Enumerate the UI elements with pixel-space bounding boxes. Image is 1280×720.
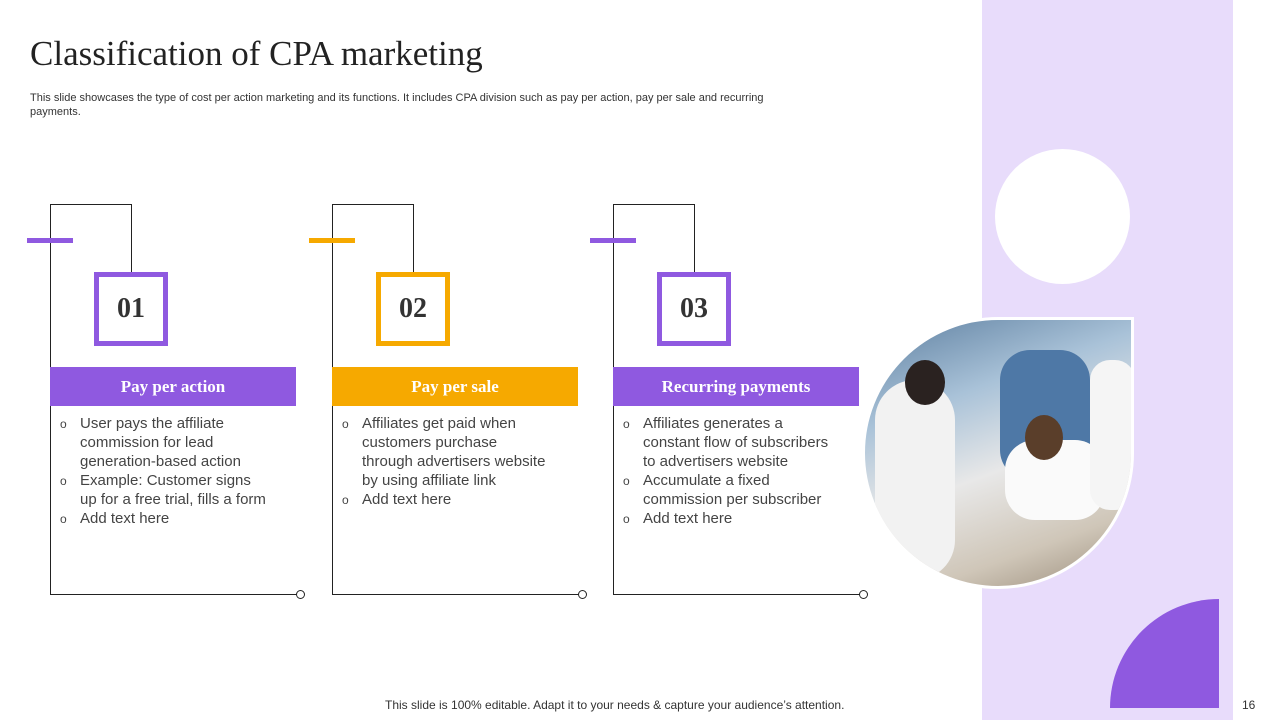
decorative-circle: [995, 149, 1130, 284]
step-number: 01: [94, 272, 168, 346]
bullet-item: User pays the affiliate commission for l…: [60, 414, 270, 471]
accent-dash: [309, 238, 355, 243]
bullet-item: Add text here: [60, 509, 270, 529]
card-heading: Pay per action: [50, 367, 296, 406]
connector-dot: [296, 590, 305, 599]
accent-dash: [590, 238, 636, 243]
bullet-list: Affiliates generates a constant flow of …: [623, 414, 833, 529]
bullet-item: Accumulate a fixed commission per subscr…: [623, 471, 833, 509]
page-number: 16: [1242, 698, 1256, 712]
team-photo: [862, 317, 1134, 589]
bullet-item: Affiliates generates a constant flow of …: [623, 414, 833, 471]
card-heading: Pay per sale: [332, 367, 578, 406]
page-title: Classification of CPA marketing: [30, 34, 483, 73]
step-number: 03: [657, 272, 731, 346]
bullet-item: Affiliates get paid when customers purch…: [342, 414, 552, 490]
connector-dot: [859, 590, 868, 599]
bullet-item: Add text here: [342, 490, 552, 510]
footer-note: This slide is 100% editable. Adapt it to…: [385, 698, 845, 712]
bullet-item: Add text here: [623, 509, 833, 529]
bullet-list: Affiliates get paid when customers purch…: [342, 414, 552, 510]
bullet-list: User pays the affiliate commission for l…: [60, 414, 270, 529]
card-heading: Recurring payments: [613, 367, 859, 406]
step-number: 02: [376, 272, 450, 346]
page-subtitle: This slide showcases the type of cost pe…: [30, 92, 764, 118]
bullet-item: Example: Customer signs up for a free tr…: [60, 471, 270, 509]
connector-dot: [578, 590, 587, 599]
accent-dash: [27, 238, 73, 243]
